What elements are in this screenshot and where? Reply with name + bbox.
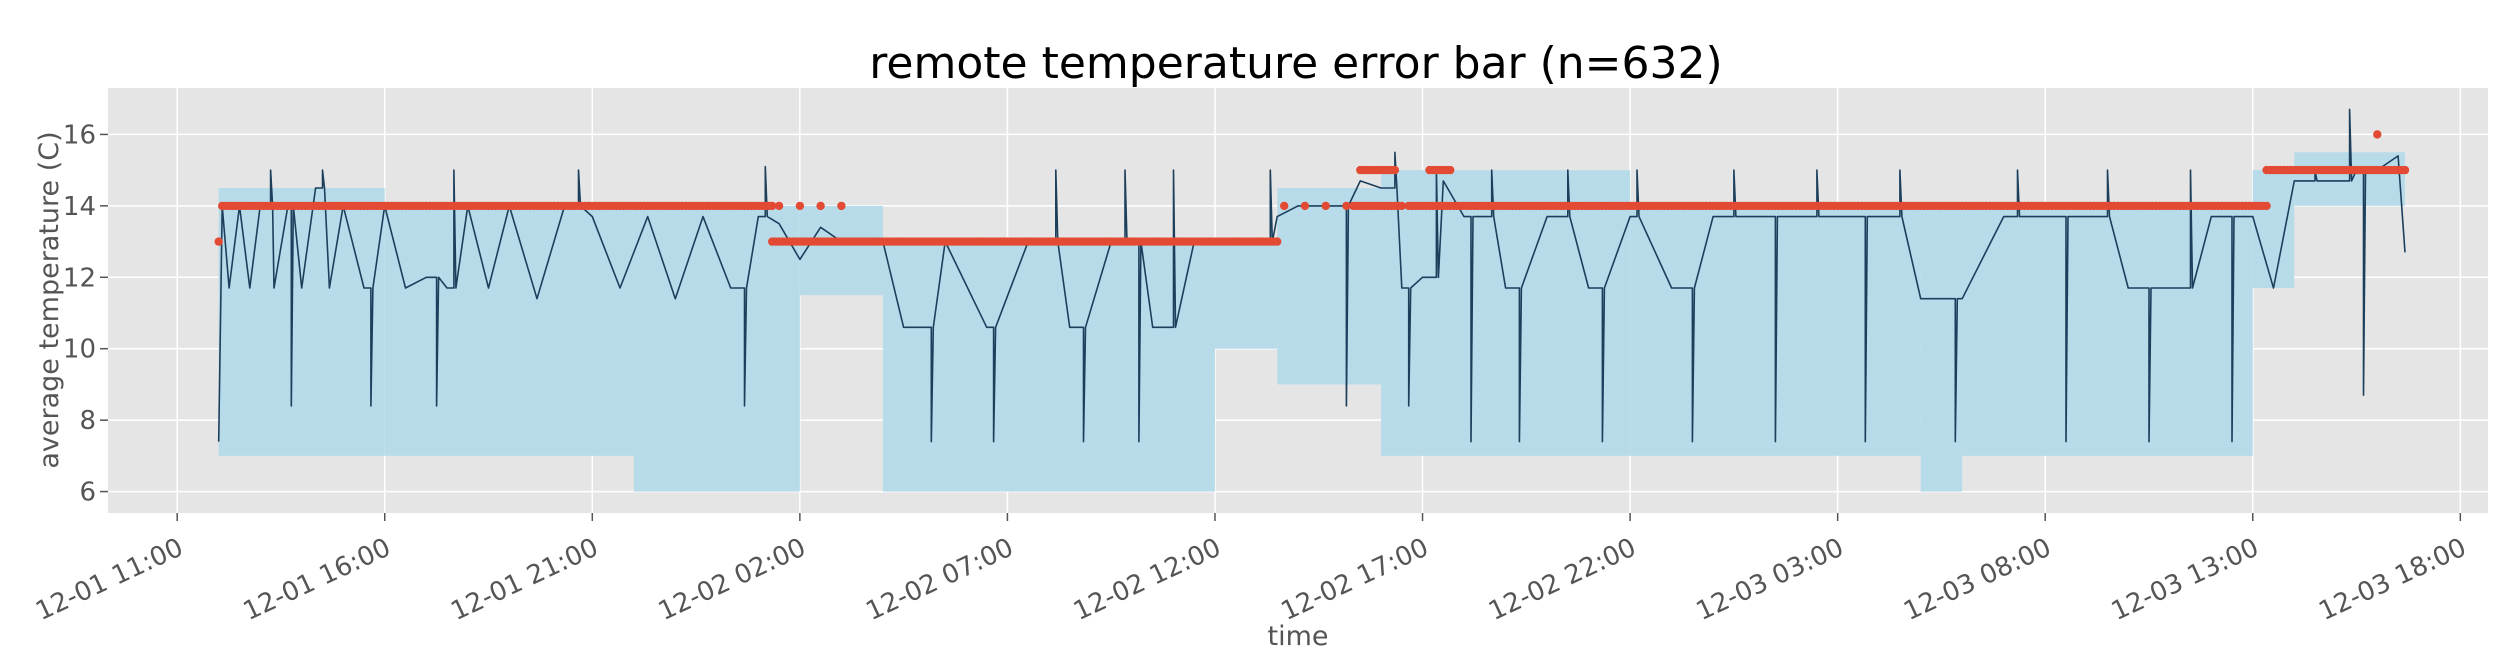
x-tick-label: 12-03 03:00 (1692, 533, 1849, 627)
y-axis-label: average temperature (C) (34, 131, 65, 468)
x-axis-label: time (1267, 621, 1328, 652)
remote-temperature-point (768, 201, 777, 211)
remote-temperature-point (816, 201, 825, 211)
error-band-segment (2065, 205, 2253, 456)
remote-temperature-point (1273, 237, 1282, 246)
x-tick-label: 12-01 21:00 (446, 533, 603, 627)
error-band-segment (1214, 241, 1278, 349)
error-band-segment (384, 205, 634, 456)
remote-temperature-point (2373, 130, 2382, 139)
y-tick-label: 10 (63, 335, 96, 365)
y-tick-label: 14 (63, 192, 96, 222)
y-tick-label: 8 (79, 406, 96, 436)
remote-temperature-point (1390, 165, 1400, 175)
y-tick-label: 6 (79, 478, 96, 508)
error-band (218, 152, 2405, 492)
x-tick-label: 12-02 07:00 (862, 533, 1019, 627)
remote-temperature-point (2400, 165, 2410, 175)
error-band-segment (1381, 170, 1423, 456)
remote-temperature-point (214, 237, 223, 246)
x-tick-label: 12-02 22:00 (1484, 533, 1641, 627)
remote-temperature-point (795, 201, 805, 211)
error-band-segment (1422, 170, 1631, 456)
error-band-segment (882, 241, 1215, 492)
x-tick-label: 12-01 16:00 (239, 533, 396, 627)
y-tick-label: 16 (63, 120, 96, 150)
x-tick-label: 12-02 02:00 (654, 533, 811, 627)
error-band-segment (799, 205, 883, 296)
remote-temperature-point (2262, 201, 2271, 211)
x-tick-label: 12-02 12:00 (1069, 533, 1226, 627)
remote-temperature-point (774, 201, 784, 211)
remote-temperature-point (1321, 201, 1330, 211)
x-tick-label: 12-01 11:00 (31, 533, 188, 627)
error-band-segment (1277, 188, 1382, 385)
x-tick-label: 12-03 08:00 (1899, 533, 2056, 627)
error-band-segment (2252, 170, 2295, 288)
y-tick-label: 12 (63, 263, 96, 293)
y-axis-ticks: 6 8 10 12 14 16 (63, 120, 108, 508)
remote-temperature-point (837, 201, 846, 211)
x-tick-label: 12-03 18:00 (2314, 533, 2471, 627)
x-axis-ticks: 12-01 11:00 12-01 16:00 12-01 21:00 12-02 0… (31, 513, 2471, 627)
remote-temperature-point (1397, 201, 1407, 211)
remote-temperature-point (1446, 165, 1455, 175)
error-band-segment (1962, 205, 2066, 456)
remote-temperature-point (1280, 201, 1289, 211)
chart-title: remote temperature error bar (n=632) (869, 38, 1722, 89)
x-tick-label: 12-02 17:00 (1277, 533, 1434, 627)
remote-temperature-point (1342, 201, 1351, 211)
x-tick-label: 12-03 13:00 (2107, 533, 2264, 627)
remote-temperature-points (214, 130, 2410, 246)
remote-temperature-point (1300, 201, 1310, 211)
error-band-segment (218, 188, 385, 456)
